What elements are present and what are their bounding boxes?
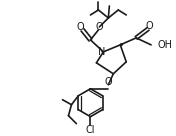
Text: O: O	[105, 77, 112, 87]
Text: O: O	[96, 22, 103, 32]
Text: O: O	[145, 21, 153, 31]
Text: Cl: Cl	[86, 125, 95, 135]
Text: O: O	[77, 22, 84, 32]
Text: OH: OH	[157, 40, 172, 50]
Text: N: N	[98, 47, 105, 57]
